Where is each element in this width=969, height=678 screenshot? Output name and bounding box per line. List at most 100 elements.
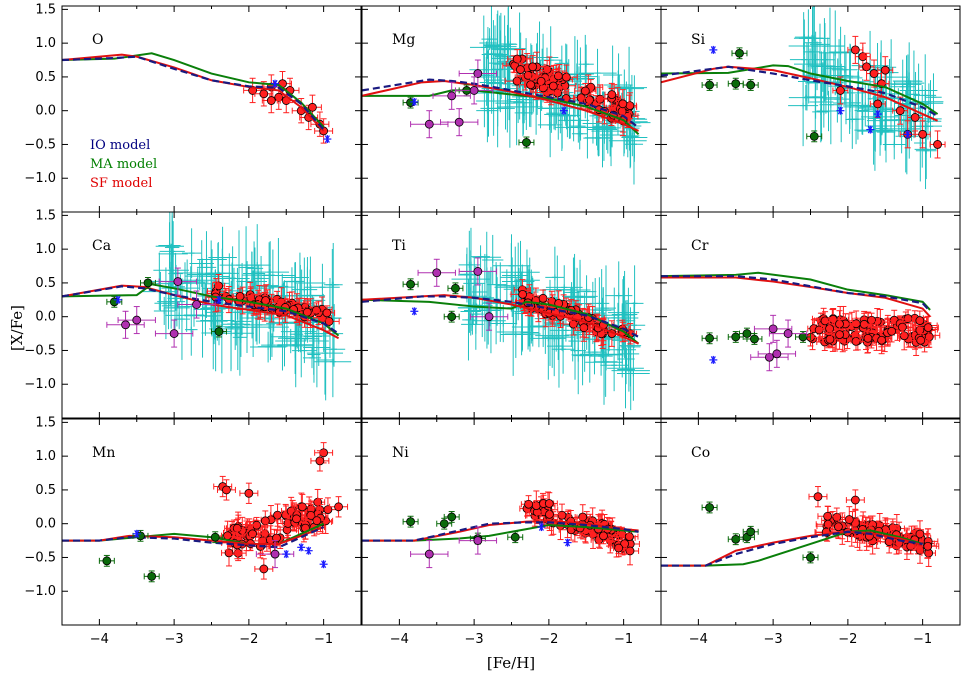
cyan-star-point	[500, 311, 532, 358]
green-star-point	[701, 332, 718, 345]
red-star-point	[817, 505, 838, 527]
red-star-point	[300, 300, 315, 324]
green-star-point	[143, 570, 160, 583]
cyan-star-point	[815, 7, 845, 85]
y-tick-label: 1.5	[35, 415, 56, 430]
cyan-star-point	[483, 6, 500, 86]
model-curve-io	[362, 295, 640, 338]
cyan-star-point	[620, 307, 641, 387]
cyan-star-point	[611, 270, 638, 358]
green-star-point	[402, 515, 419, 528]
green-star-point	[746, 333, 763, 345]
red-star-point	[574, 313, 593, 342]
model-curve-ma	[62, 52, 325, 128]
red-star-point	[879, 320, 904, 343]
blue-star-point	[132, 529, 141, 538]
y-tick-label: 0.0	[35, 104, 56, 119]
y-tick-label: 1.0	[35, 449, 56, 464]
green-star-point	[207, 531, 224, 544]
red-star-point	[305, 506, 329, 535]
red-star-point	[929, 130, 946, 159]
model-curve-ma	[661, 529, 923, 567]
cyan-star-point	[600, 339, 628, 392]
red-star-point	[840, 506, 859, 533]
cyan-star-point	[492, 234, 531, 298]
cyan-star-point	[578, 44, 594, 84]
panel-grid: −1.0 −0.5 0.0 0.5 1.0 1.5 O IO model MA model SF …	[24, 2, 961, 647]
cyan-star-point	[907, 50, 920, 139]
purple-star-point	[458, 257, 498, 286]
purple-star-point	[106, 310, 145, 339]
red-star-point	[808, 486, 828, 508]
model-curve-io	[661, 65, 939, 118]
y-tick-label: 0.5	[35, 276, 56, 291]
x-tick-label: −4	[90, 632, 109, 647]
green-star-point	[742, 525, 759, 538]
plot-area	[62, 442, 349, 583]
green-star-point	[731, 47, 748, 60]
panel-element-label: Cr	[691, 238, 709, 254]
y-tick-label: 0.5	[35, 70, 56, 85]
purple-star-point	[158, 267, 198, 296]
blue-star-point	[537, 523, 546, 532]
y-tick-label: 0.0	[35, 517, 56, 532]
panel-element-label: Ti	[392, 238, 406, 254]
red-star-point	[874, 326, 889, 355]
panel-cr: Cr	[660, 211, 961, 419]
panel-element-label: Mg	[392, 32, 415, 48]
panel-o: −1.0 −0.5 0.0 0.5 1.0 1.5 O IO model MA model SF …	[24, 2, 362, 213]
red-star-point	[574, 83, 597, 99]
red-star-point	[216, 479, 236, 501]
red-star-point	[288, 510, 305, 528]
legend-entry: IO model	[90, 138, 150, 153]
cyan-star-point	[899, 63, 938, 118]
cyan-star-point	[492, 15, 518, 84]
model-curve-io	[62, 526, 325, 549]
green-star-point	[447, 282, 464, 295]
purple-star-point	[750, 343, 789, 372]
green-star-point	[802, 551, 819, 564]
red-star-point	[545, 73, 561, 99]
cyan-star-point	[469, 15, 498, 80]
red-star-point	[911, 332, 931, 348]
cyan-star-point	[495, 76, 516, 130]
y-tick-label: −1.0	[24, 377, 56, 392]
legend-entry: SF model	[90, 176, 152, 191]
red-star-point	[318, 305, 336, 321]
panel-mn: −4 −3 −2 −1 −1.0 −0.5 0.0 0.5 1.0 1.5 Mn	[24, 415, 362, 647]
red-star-point	[828, 514, 849, 540]
model-curve-ma	[362, 524, 639, 542]
red-star-point	[531, 71, 552, 91]
green-star-point	[436, 517, 453, 530]
cyan-star-point	[251, 241, 290, 303]
model-curve-io	[362, 78, 640, 129]
cyan-star-point	[570, 306, 586, 395]
purple-star-point	[439, 108, 479, 137]
x-tick-label: −3	[764, 632, 783, 647]
model-curve-io	[661, 275, 931, 313]
cyan-star-point	[461, 314, 484, 335]
green-star-point	[742, 79, 759, 91]
blue-star-point	[903, 130, 912, 139]
red-star-point	[314, 442, 334, 464]
x-tick-label: −4	[390, 632, 409, 647]
cyan-star-point	[476, 66, 512, 136]
y-tick-label: −1.0	[24, 171, 56, 186]
y-tick-label: 0.5	[35, 483, 56, 498]
y-tick-label: −1.0	[24, 584, 56, 599]
red-star-point	[916, 534, 940, 559]
green-star-point	[701, 79, 718, 91]
panel-element-label: Si	[691, 32, 706, 48]
model-curve-io	[62, 285, 340, 335]
cyan-star-point	[794, 19, 814, 55]
cyan-star-point	[457, 282, 481, 333]
cyan-star-point	[571, 118, 588, 150]
red-star-point	[310, 450, 330, 472]
panel-element-label: O	[92, 32, 103, 48]
plot-area	[661, 486, 940, 567]
model-curve-ma	[362, 89, 640, 136]
x-tick-label: −1	[913, 632, 932, 647]
blue-star-point	[304, 546, 313, 555]
y-tick-label: −0.5	[24, 343, 56, 358]
red-star-point	[212, 274, 226, 298]
